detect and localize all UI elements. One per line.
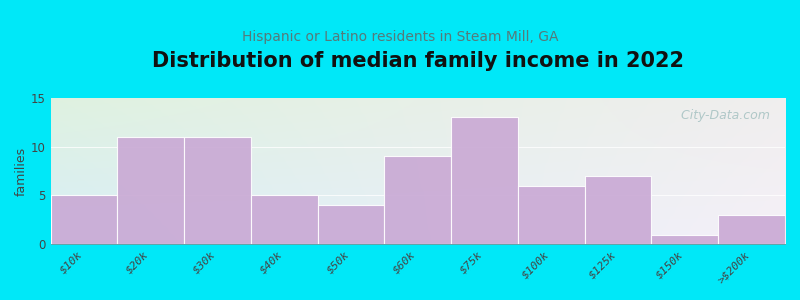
Bar <box>318 205 384 244</box>
Bar <box>585 176 651 244</box>
Bar <box>384 156 451 244</box>
Bar <box>651 235 718 244</box>
Bar <box>118 137 184 244</box>
Bar <box>50 196 118 244</box>
Bar <box>184 137 251 244</box>
Bar <box>718 215 785 244</box>
Bar <box>251 196 318 244</box>
Text: City-Data.com: City-Data.com <box>678 109 770 122</box>
Y-axis label: families: families <box>15 146 28 196</box>
Title: Distribution of median family income in 2022: Distribution of median family income in … <box>152 51 684 71</box>
Bar <box>518 186 585 244</box>
Text: Hispanic or Latino residents in Steam Mill, GA: Hispanic or Latino residents in Steam Mi… <box>242 30 558 44</box>
Bar <box>451 117 518 244</box>
